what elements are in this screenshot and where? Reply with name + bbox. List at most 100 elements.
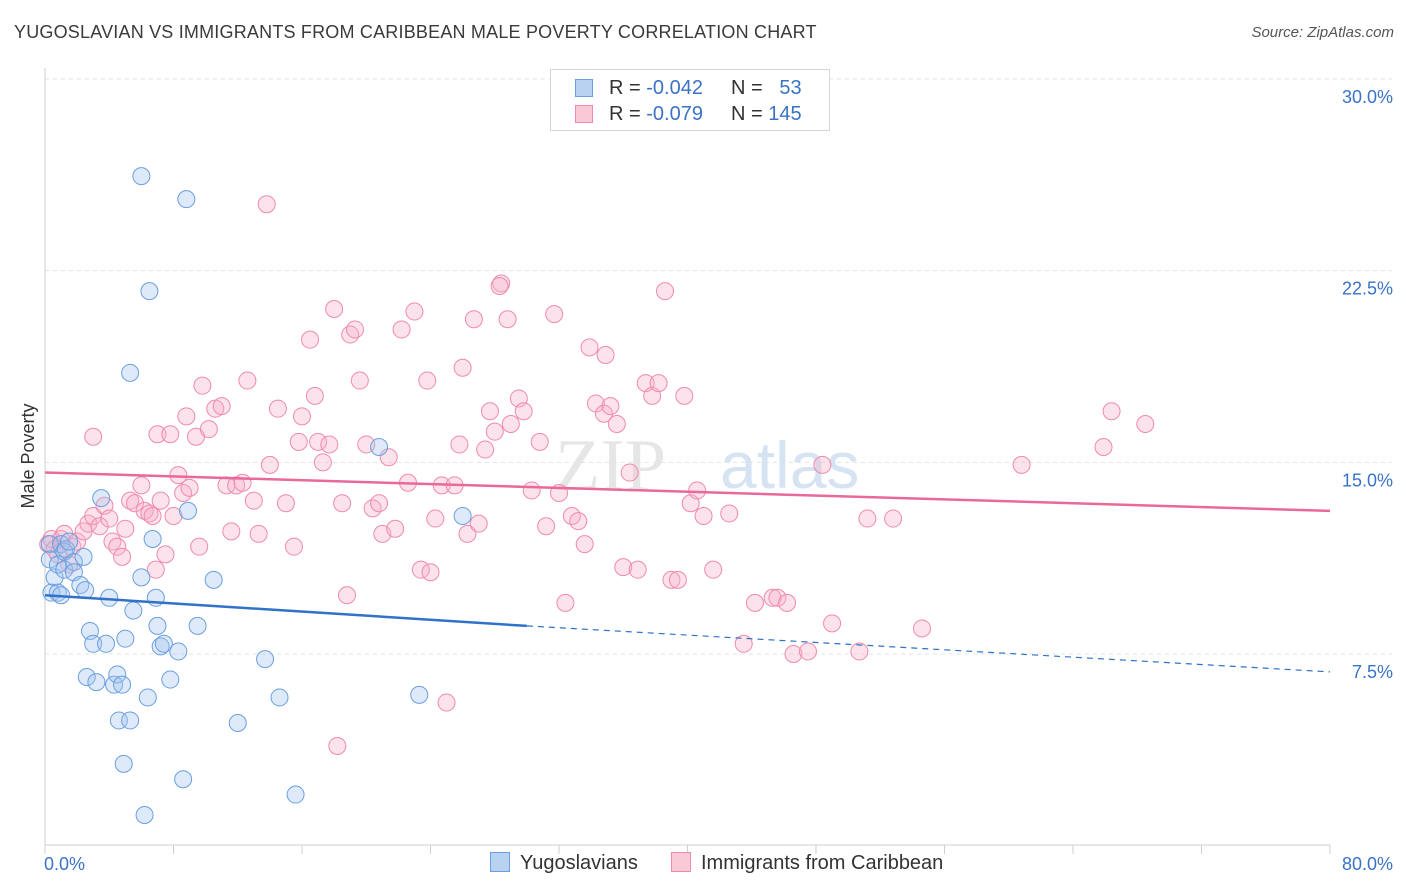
data-point-caribbean <box>257 195 276 214</box>
correlation-legend: R = -0.042 N = 53 R = -0.079 N = 145 <box>550 69 830 131</box>
data-point-caribbean <box>1136 415 1155 434</box>
data-point-caribbean <box>284 537 303 556</box>
data-point-caribbean <box>212 397 231 416</box>
data-point-yugoslavian <box>113 675 132 694</box>
data-point-yugoslavian <box>370 438 389 457</box>
data-point-caribbean <box>148 425 167 444</box>
legend-row-yugoslavians: R = -0.042 N = 53 <box>551 75 829 101</box>
data-point-caribbean <box>156 545 175 564</box>
legend-item-caribbean[interactable]: Immigrants from Caribbean <box>671 852 943 875</box>
data-point-caribbean <box>289 432 308 451</box>
watermark-zip: ZIP <box>555 425 666 507</box>
data-point-caribbean <box>580 338 599 357</box>
data-point-caribbean <box>161 425 180 444</box>
data-point-caribbean <box>260 455 279 474</box>
data-point-caribbean <box>84 427 103 446</box>
data-point-caribbean <box>537 517 556 536</box>
data-point-yugoslavian <box>188 616 207 635</box>
legend-swatch-pink <box>575 105 593 123</box>
data-point-caribbean <box>325 300 344 319</box>
data-point-caribbean <box>320 435 339 454</box>
data-point-caribbean <box>386 519 405 538</box>
legend-n-value: 53 <box>779 77 802 99</box>
trend-lines <box>44 471 1331 673</box>
data-point-yugoslavian <box>286 785 305 804</box>
source-label: Source: ZipAtlas.com <box>1251 24 1394 41</box>
data-point-yugoslavian <box>161 670 180 689</box>
data-point-yugoslavian <box>71 576 90 595</box>
data-point-caribbean <box>1094 438 1113 457</box>
data-point-caribbean <box>341 325 360 344</box>
data-point-caribbean <box>146 560 165 579</box>
data-point-caribbean <box>614 558 633 577</box>
data-point-caribbean <box>84 507 103 526</box>
data-point-caribbean <box>426 509 445 528</box>
data-point-caribbean <box>469 514 488 533</box>
data-point-caribbean <box>498 310 517 329</box>
data-point-yugoslavian <box>177 190 196 209</box>
data-point-caribbean <box>720 504 739 523</box>
legend-swatch-pink <box>671 852 691 872</box>
data-point-caribbean <box>309 432 328 451</box>
legend-swatch-blue <box>575 79 593 97</box>
data-point-caribbean <box>556 593 575 612</box>
data-point-caribbean <box>628 560 647 579</box>
data-point-yugoslavian <box>124 601 143 620</box>
data-point-caribbean <box>249 524 268 543</box>
data-point-yugoslavian <box>154 634 173 653</box>
data-point-caribbean <box>458 524 477 543</box>
data-point-yugoslavian <box>453 507 472 526</box>
data-point-caribbean <box>694 507 713 526</box>
data-point-caribbean <box>668 570 687 589</box>
data-point-yugoslavian <box>74 547 93 566</box>
data-point-caribbean <box>620 463 639 482</box>
legend-r-label: R = <box>609 103 647 125</box>
data-point-yugoslavian <box>116 629 135 648</box>
data-point-caribbean <box>268 399 287 418</box>
data-point-caribbean <box>293 407 311 426</box>
data-point-yugoslavian <box>143 530 162 549</box>
legend-swatch-blue <box>490 852 510 872</box>
legend-item-yugoslavians[interactable]: Yugoslavians <box>490 852 638 875</box>
data-point-caribbean <box>734 634 753 653</box>
data-point-caribbean <box>480 402 499 421</box>
data-point-caribbean <box>337 586 356 605</box>
data-point-caribbean <box>763 588 782 607</box>
data-point-yugoslavian <box>151 637 170 656</box>
y-tick-label: 30.0% <box>1342 87 1393 107</box>
data-point-caribbean <box>596 346 615 365</box>
data-point-caribbean <box>90 517 109 536</box>
data-point-yugoslavian <box>204 570 223 589</box>
data-point-caribbean <box>884 509 903 528</box>
data-point-caribbean <box>649 374 668 393</box>
trend-line-yugoslavians-extension <box>526 625 1331 673</box>
data-point-yugoslavian <box>169 642 188 661</box>
x-tick-label: 80.0% <box>1342 854 1393 874</box>
data-point-yugoslavian <box>138 688 157 707</box>
data-point-caribbean <box>222 522 241 541</box>
data-point-caribbean <box>313 453 332 472</box>
y-tick-label: 15.0% <box>1342 470 1393 490</box>
legend-n-label: N = <box>731 77 769 99</box>
data-point-yugoslavian <box>140 282 159 301</box>
data-point-caribbean <box>238 371 257 390</box>
data-point-caribbean <box>522 481 541 500</box>
data-point-yugoslavian <box>114 754 133 773</box>
data-point-yugoslavian <box>64 553 83 572</box>
data-point-caribbean <box>778 593 797 612</box>
data-point-caribbean <box>656 282 675 301</box>
data-point-caribbean <box>421 563 440 582</box>
legend-r-value: -0.042 <box>646 77 703 99</box>
data-point-yugoslavian <box>132 568 151 587</box>
data-point-caribbean <box>704 560 723 579</box>
data-point-caribbean <box>437 693 456 712</box>
data-point-caribbean <box>328 737 347 756</box>
data-point-caribbean <box>688 481 707 500</box>
data-point-caribbean <box>177 407 196 426</box>
data-point-caribbean <box>768 588 787 607</box>
legend-label-yugoslavians: Yugoslavians <box>520 852 638 874</box>
data-point-caribbean <box>305 386 324 405</box>
data-point-caribbean <box>569 512 588 531</box>
legend-label-caribbean: Immigrants from Caribbean <box>701 852 944 874</box>
